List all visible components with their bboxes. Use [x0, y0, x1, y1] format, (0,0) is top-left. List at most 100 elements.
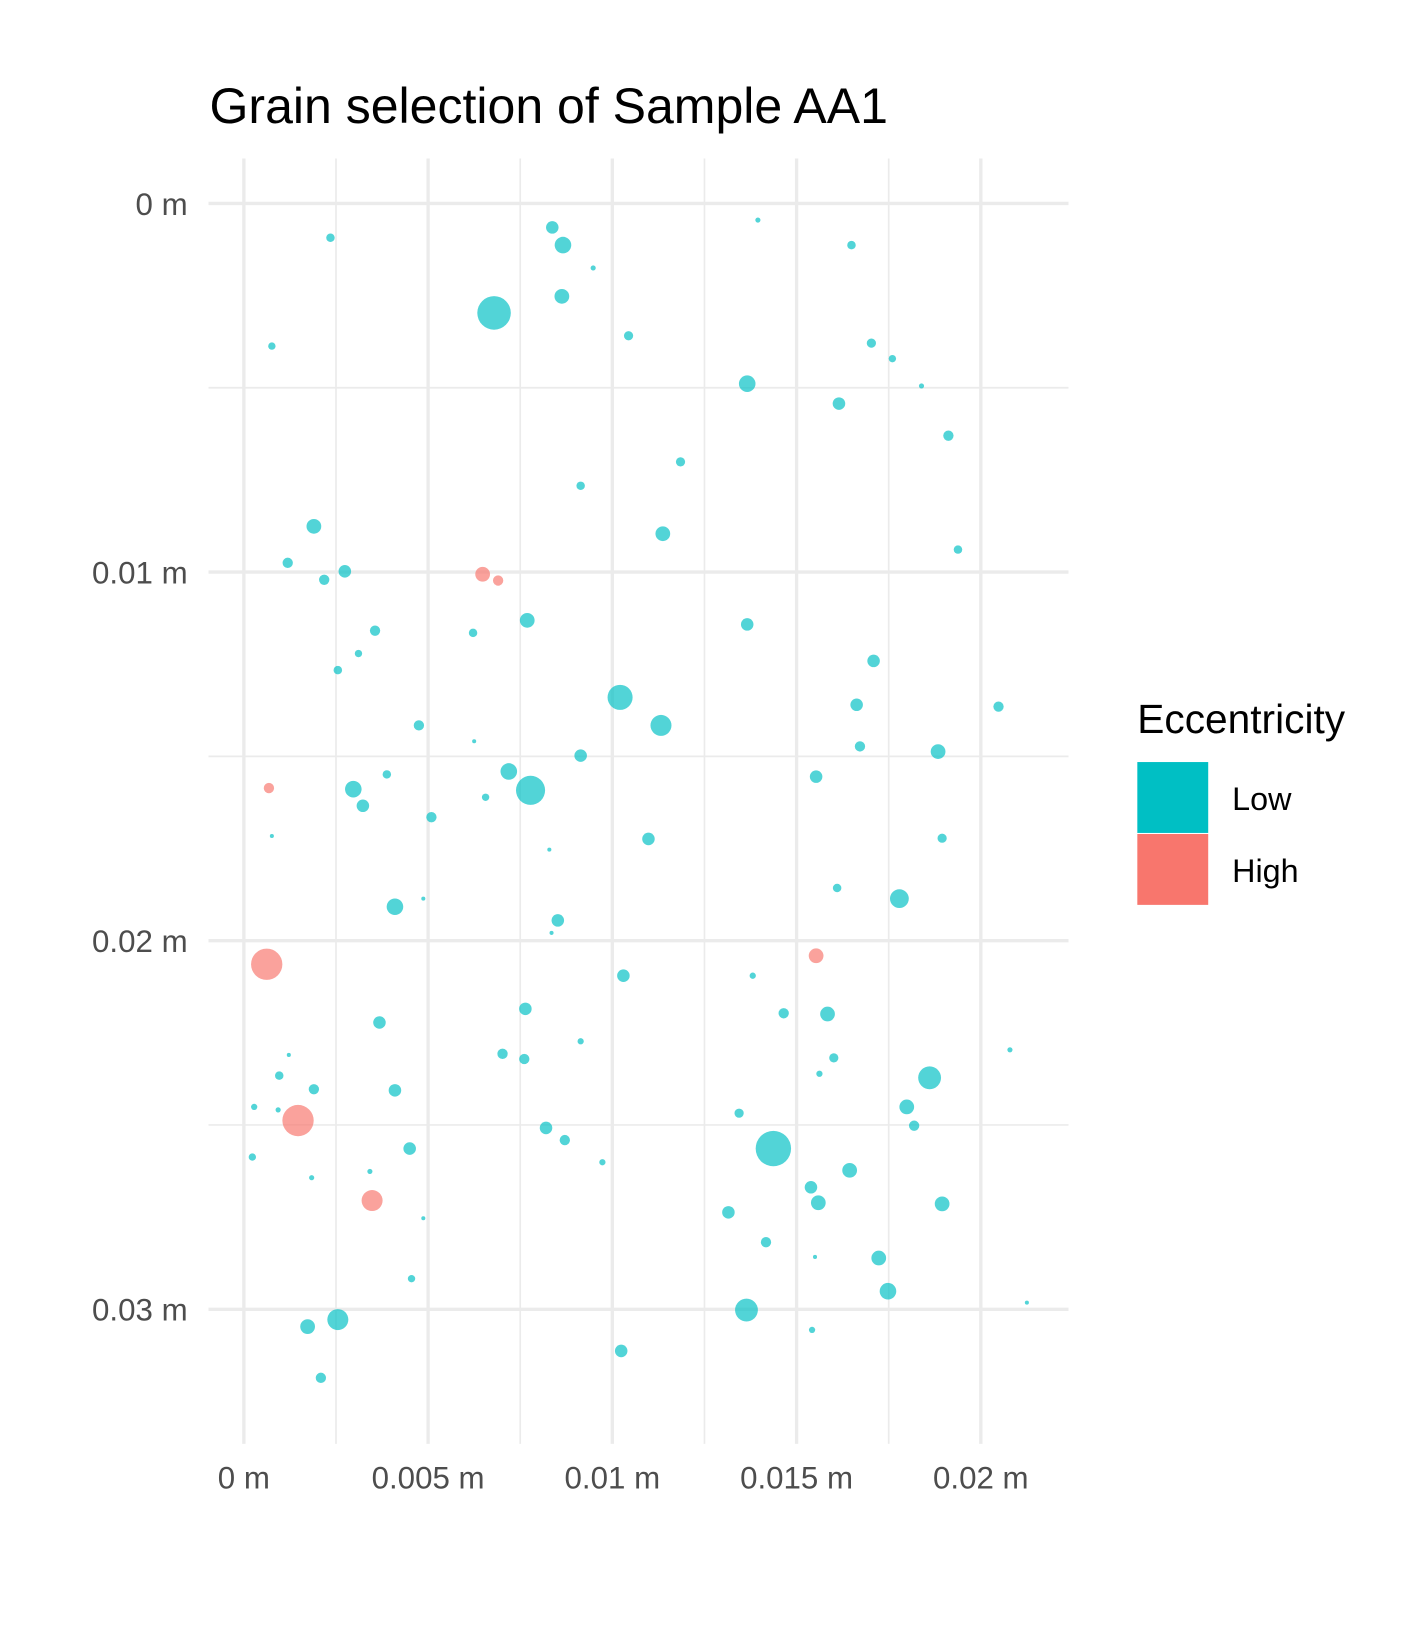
- grain: [930, 744, 946, 759]
- legend-key: [1137, 762, 1209, 833]
- grain: [551, 914, 565, 927]
- grain: [650, 714, 672, 736]
- grain: [1024, 1300, 1029, 1305]
- grain: [282, 557, 293, 569]
- grain: [388, 1084, 402, 1097]
- grain: [497, 1048, 508, 1059]
- grain: [354, 649, 363, 658]
- grain: [248, 1153, 257, 1161]
- y-tick-label: 0.01 m: [92, 556, 188, 591]
- grain: [306, 518, 322, 534]
- grain: [519, 1002, 532, 1016]
- grain: [251, 1103, 258, 1111]
- x-tick-label: 0.01 m: [565, 1461, 661, 1496]
- legend-label: High: [1232, 853, 1298, 889]
- legend-title: Eccentricity: [1137, 696, 1345, 742]
- grain: [808, 948, 824, 964]
- grain: [315, 1372, 327, 1384]
- grain: [327, 1309, 349, 1331]
- grain: [356, 799, 370, 813]
- grain: [953, 545, 963, 554]
- grain: [934, 1196, 950, 1212]
- grain: [286, 1052, 291, 1057]
- grain: [421, 1216, 426, 1221]
- grain: [808, 1326, 816, 1334]
- grain: [373, 1016, 386, 1029]
- grain: [918, 1066, 942, 1090]
- grain: [1007, 1047, 1013, 1053]
- grain: [888, 354, 897, 363]
- grain: [519, 612, 535, 628]
- grain: [407, 1275, 416, 1283]
- grain: [546, 221, 559, 234]
- grain: [577, 1038, 584, 1045]
- grain: [879, 1282, 897, 1300]
- grain: [829, 1053, 839, 1063]
- y-tick-label: 0.03 m: [92, 1293, 188, 1328]
- grain: [481, 793, 490, 801]
- grain: [333, 665, 343, 675]
- grain: [854, 741, 866, 752]
- grain: [268, 342, 276, 350]
- grain: [850, 698, 863, 712]
- grain: [500, 763, 518, 780]
- grain: [477, 296, 511, 330]
- grain: [275, 1107, 281, 1113]
- grain: [559, 1134, 570, 1146]
- grain: [574, 749, 587, 762]
- grain: [614, 1344, 628, 1358]
- grain: [867, 654, 880, 668]
- grain: [421, 896, 426, 901]
- grain: [778, 1008, 789, 1019]
- grain: [361, 1190, 383, 1212]
- grain: [937, 833, 947, 843]
- grain: [655, 526, 671, 542]
- grain: [519, 1053, 530, 1065]
- grain: [755, 217, 761, 223]
- grain: [623, 331, 634, 341]
- grain: [722, 1206, 735, 1219]
- grain: [263, 782, 275, 794]
- grain: [617, 969, 630, 982]
- grain: [269, 833, 274, 839]
- grain: [492, 575, 504, 586]
- grid: [208, 158, 1069, 1444]
- grain: [308, 1084, 320, 1095]
- grain: [282, 1104, 314, 1137]
- grain: [847, 240, 856, 250]
- grain: [515, 775, 546, 805]
- x-tick-label: 0 m: [218, 1461, 270, 1496]
- labels: 0 m 0.005 m 0.01 m 0.015 m 0.02 m 0 m 0.01 m 0.…: [92, 187, 1029, 1496]
- grain: [760, 1237, 772, 1248]
- grain: [918, 383, 925, 389]
- grain: [804, 1181, 818, 1194]
- x-tick-label: 0.02 m: [933, 1461, 1029, 1496]
- grain: [338, 565, 352, 578]
- grain: [810, 1195, 826, 1211]
- grain: [812, 1254, 818, 1259]
- grain: [599, 1159, 606, 1166]
- chart-title: Grain selection of Sample AA1: [210, 78, 888, 134]
- grain: [403, 1142, 416, 1155]
- y-tick-label: 0 m: [136, 187, 188, 222]
- grain: [576, 481, 585, 491]
- grain: [832, 883, 842, 893]
- grain: [740, 618, 754, 631]
- grain: [842, 1162, 858, 1178]
- legend-key: [1137, 833, 1209, 905]
- grain: [816, 1070, 823, 1077]
- grain: [300, 1319, 315, 1334]
- grain: [369, 625, 381, 636]
- grain: [675, 457, 686, 467]
- grain: [809, 770, 823, 783]
- grain: [755, 1130, 792, 1167]
- grain: [549, 930, 554, 935]
- legend: Low High: [1137, 762, 1299, 905]
- marks: [248, 217, 1029, 1384]
- grain: [908, 1120, 920, 1131]
- grain: [866, 338, 876, 348]
- grain: [899, 1099, 915, 1115]
- grain: [251, 948, 283, 980]
